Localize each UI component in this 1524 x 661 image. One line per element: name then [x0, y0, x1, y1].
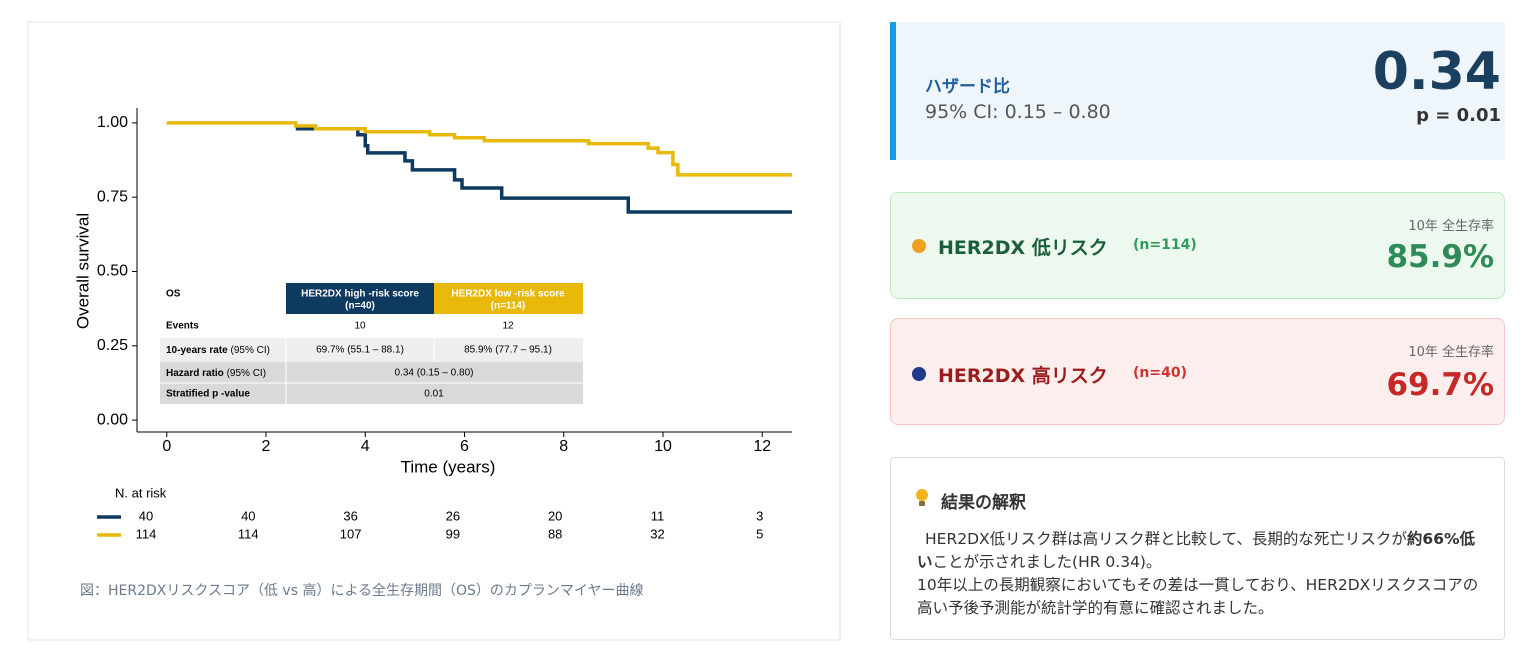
rate-label: 10年 全生存率	[1408, 219, 1494, 234]
text: 10年以上の長期観察においてもその差は一貫しており、HER2DXリスクスコアの高…	[917, 576, 1479, 617]
chart-card	[27, 21, 841, 641]
risk-count: 114	[238, 526, 259, 541]
row-label: 10-years rate (95% CI)	[166, 345, 270, 356]
y-tick-label: 0.50	[97, 263, 128, 280]
row-label: Events	[166, 321, 199, 332]
row-label: Hazard ratio (95% CI)	[166, 368, 266, 379]
cell: 69.7% (55.1 – 88.1)	[316, 345, 404, 356]
group-n: (n=40)	[1133, 365, 1187, 381]
risk-count: 40	[241, 508, 255, 523]
risk-count: 3	[756, 508, 763, 523]
hazard-p: p = 0.01	[1416, 105, 1501, 126]
rate: 85.9%	[1386, 239, 1494, 275]
text: ことが示されました(HR 0.34)。	[932, 553, 1162, 571]
risk-count: 5	[756, 526, 763, 541]
row-label-main: 10-years rate	[166, 345, 228, 356]
hazard-card: ハザード比 95% CI: 0.15 – 0.80 0.34 p = 0.01	[890, 22, 1505, 160]
hazard-value: 0.34	[1372, 42, 1501, 102]
caption: 図：HER2DXリスクスコア（低 vs 高）による全生存期間（OS）のカプランマ…	[80, 582, 644, 599]
header: HER2DX low -risk score	[451, 289, 565, 300]
chart-panel: Time (years) Overall survival N. at risk…	[27, 21, 841, 641]
x-tick-label: 12	[753, 438, 771, 455]
risk-count: 107	[340, 526, 362, 541]
dot	[912, 367, 926, 381]
header-cell	[434, 283, 583, 314]
cell: 10	[354, 321, 366, 332]
x-tick-label: 6	[460, 438, 469, 455]
interp-text: HER2DX低リスク群は高リスク群と比較して、長期的な死亡リスクが約66%低いこ…	[917, 528, 1487, 620]
y-axis-label: Overall survival	[73, 213, 92, 329]
y-tick-label: 0.75	[97, 188, 128, 205]
y-tick-label: 1.00	[97, 114, 128, 131]
row-label-note: (95% CI)	[227, 368, 266, 379]
x-tick-label: 10	[654, 438, 672, 455]
high-risk-card: HER2DX 高リスク (n=40) 10年 全生存率 69.7%	[890, 318, 1505, 425]
risk-count: 11	[651, 508, 665, 523]
cell: 0.01	[424, 389, 444, 400]
row-label: Stratified p -value	[166, 389, 250, 400]
header: HER2DX high -risk score	[301, 289, 419, 300]
group-name: HER2DX 低リスク	[938, 237, 1108, 259]
group-n: (n=114)	[1133, 237, 1197, 253]
rate-label: 10年 全生存率	[1408, 345, 1494, 360]
x-axis-label: Time (years)	[401, 457, 496, 476]
hazard-ci: 95% CI: 0.15 – 0.80	[925, 101, 1111, 123]
cell: 12	[502, 321, 514, 332]
y-tick-label: 0.00	[97, 411, 128, 428]
header: (n=114)	[491, 301, 526, 312]
cell: 0.34 (0.15 – 0.80)	[395, 368, 474, 379]
risk-count: 20	[548, 508, 562, 523]
header-cell	[286, 283, 434, 314]
dot	[912, 239, 926, 253]
corner: OS	[166, 289, 181, 300]
rate: 69.7%	[1386, 367, 1494, 403]
header: (n=40)	[345, 301, 375, 312]
emphasis: 約66%低い	[917, 530, 1476, 571]
interpretation-card: 結果の解釈 HER2DX低リスク群は高リスク群と比較して、長期的な死亡リスクが約…	[890, 457, 1505, 640]
bulb-icon	[916, 489, 928, 506]
risk-title: N. at risk	[115, 485, 167, 500]
x-tick-label: 2	[262, 438, 271, 455]
row-bg	[160, 338, 583, 362]
risk-count: 40	[139, 508, 153, 523]
risk-count: 99	[446, 526, 460, 541]
inset-table: OS HER2DX high -risk score (n=40) HER2DX…	[160, 283, 583, 404]
risk-count: 88	[548, 526, 562, 541]
row-label-note: (95% CI)	[231, 345, 270, 356]
group-name: HER2DX 高リスク	[938, 365, 1108, 387]
x-tick-label: 4	[361, 438, 370, 455]
hazard-title: ハザード比	[925, 77, 1010, 97]
interp-title: 結果の解釈	[941, 493, 1026, 513]
low-risk-card: HER2DX 低リスク (n=114) 10年 全生存率 85.9%	[890, 192, 1505, 299]
x-tick-label: 0	[162, 438, 171, 455]
text: HER2DX低リスク群は高リスク群と比較して、長期的な死亡リスクが	[925, 530, 1407, 548]
risk-count: 114	[136, 526, 157, 541]
survival-curve	[166, 121, 792, 177]
y-tick-label: 0.25	[97, 337, 128, 354]
cell: 85.9% (77.7 – 95.1)	[464, 345, 552, 356]
x-tick-label: 8	[559, 438, 568, 455]
risk-count: 32	[650, 526, 664, 541]
row-label-main: Hazard ratio	[166, 368, 224, 379]
risk-count: 36	[343, 508, 357, 523]
risk-count: 26	[446, 508, 460, 523]
survival-curve	[295, 127, 792, 214]
